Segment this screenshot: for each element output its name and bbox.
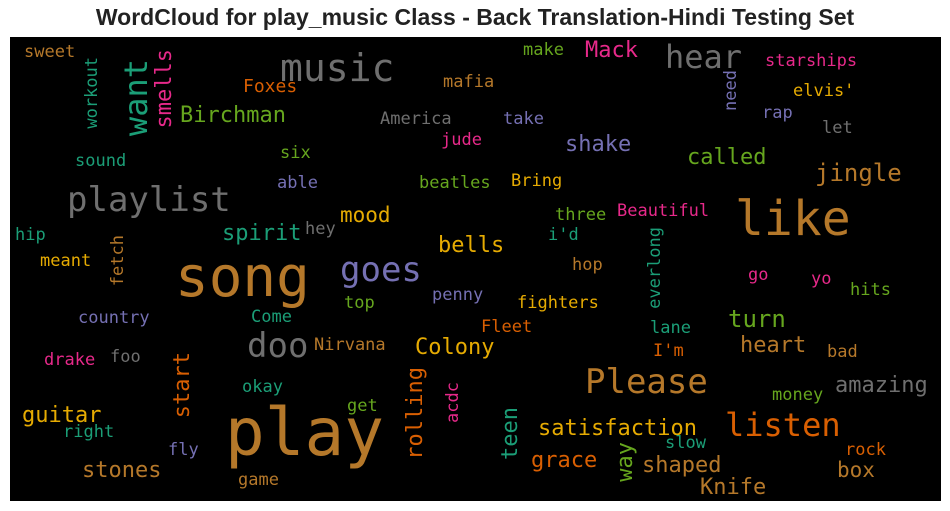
word-able: able [277, 175, 318, 192]
word-okay: okay [242, 379, 283, 396]
word-playlist: playlist [67, 183, 231, 217]
word-jude: jude [441, 132, 482, 149]
word-rap: rap [762, 105, 793, 122]
word-hear: hear [665, 41, 742, 73]
word-jingle: jingle [815, 161, 902, 185]
word-sweet: sweet [24, 44, 75, 61]
word-shaped: shaped [642, 455, 721, 477]
wordcloud-canvas: play song like music playlist goes Please doo he… [10, 37, 941, 501]
word-foo: foo [110, 349, 141, 366]
word-birchman: Birchman [180, 105, 286, 127]
word-everlong: everlong [647, 227, 664, 309]
word-right: right [63, 424, 114, 441]
word-money: money [772, 387, 823, 404]
word-box: box [837, 460, 875, 481]
word-i-m: I'm [653, 343, 684, 360]
word-spirit: spirit [222, 223, 301, 245]
word-bad: bad [827, 344, 858, 361]
word-beatles: beatles [419, 175, 491, 192]
word-country: country [78, 310, 150, 327]
word-fleet: Fleet [481, 319, 532, 336]
word-rolling: rolling [405, 367, 427, 460]
word-knife: Knife [700, 477, 766, 499]
word-song: song [175, 250, 310, 306]
word-take: take [503, 111, 544, 128]
word-rock: rock [845, 442, 886, 459]
word-heart: heart [740, 335, 806, 357]
word-want: want [120, 59, 152, 136]
word-mood: mood [340, 205, 391, 226]
word-nirvana: Nirvana [314, 337, 386, 354]
word-mack: Mack [585, 40, 638, 62]
word-come: Come [251, 309, 292, 326]
word-go: go [748, 267, 768, 284]
word-three: three [555, 207, 606, 224]
word-six: six [280, 145, 311, 162]
word-doo: doo [247, 329, 308, 363]
word-way: way [615, 442, 637, 482]
word-grace: grace [531, 450, 597, 472]
word-bring: Bring [511, 173, 562, 190]
word-beautiful: Beautiful [617, 203, 709, 220]
word-make: make [523, 42, 564, 59]
word-acdc: acdc [445, 382, 462, 423]
word-lane: lane [650, 320, 691, 337]
word-game: game [238, 472, 279, 489]
word-america: America [380, 111, 452, 128]
word-slow: slow [665, 435, 706, 452]
chart-title: WordCloud for play_music Class - Back Tr… [0, 4, 950, 31]
word-yo: yo [811, 271, 831, 288]
word-top: top [344, 295, 375, 312]
word-listen: listen [725, 409, 841, 441]
word-goes: goes [340, 253, 422, 287]
word-stones: stones [82, 460, 161, 482]
word-fighters: fighters [517, 295, 599, 312]
word-amazing: amazing [835, 375, 928, 397]
word-hey: hey [305, 221, 336, 238]
word-let: let [822, 120, 853, 137]
word-colony: Colony [415, 337, 494, 359]
word-mafia: mafia [443, 74, 494, 91]
word-workout: workout [84, 57, 101, 129]
word-teen: teen [500, 407, 522, 460]
word-foxes: Foxes [243, 78, 297, 96]
word-i-d: i'd [548, 227, 579, 244]
word-elvis: elvis' [793, 83, 854, 100]
word-sound: sound [75, 153, 126, 170]
word-starships: starships [765, 53, 857, 70]
word-please: Please [585, 365, 708, 399]
word-penny: penny [432, 287, 483, 304]
word-start: start [172, 352, 194, 418]
word-drake: drake [44, 352, 95, 369]
word-get: get [347, 398, 378, 415]
word-like: like [735, 195, 851, 243]
word-bells: bells [438, 235, 504, 257]
word-smells: smells [154, 49, 176, 128]
word-hits: hits [850, 282, 891, 299]
word-turn: turn [728, 307, 786, 331]
word-meant: meant [40, 253, 91, 270]
word-shake: shake [565, 134, 631, 156]
word-fly: fly [168, 442, 199, 459]
word-need: need [723, 70, 740, 111]
word-hip: hip [15, 227, 46, 244]
word-called: called [687, 147, 766, 169]
word-hop: hop [572, 257, 603, 274]
word-fetch: fetch [110, 235, 127, 286]
